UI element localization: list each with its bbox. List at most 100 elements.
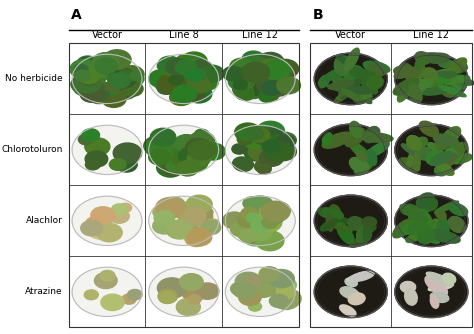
Circle shape bbox=[259, 56, 283, 72]
Circle shape bbox=[314, 266, 387, 318]
Circle shape bbox=[231, 282, 249, 295]
Circle shape bbox=[246, 127, 264, 140]
Ellipse shape bbox=[399, 158, 420, 171]
Ellipse shape bbox=[424, 69, 452, 81]
Circle shape bbox=[105, 53, 124, 66]
Circle shape bbox=[72, 54, 142, 104]
Circle shape bbox=[239, 229, 257, 242]
Ellipse shape bbox=[401, 144, 427, 160]
Ellipse shape bbox=[338, 86, 372, 94]
Circle shape bbox=[248, 224, 272, 241]
Circle shape bbox=[122, 294, 136, 304]
Circle shape bbox=[172, 151, 195, 167]
Circle shape bbox=[159, 292, 175, 304]
Circle shape bbox=[188, 295, 201, 304]
Ellipse shape bbox=[426, 53, 450, 63]
Ellipse shape bbox=[442, 88, 459, 97]
Ellipse shape bbox=[345, 48, 359, 71]
Circle shape bbox=[246, 129, 271, 146]
Circle shape bbox=[262, 217, 278, 228]
Ellipse shape bbox=[341, 89, 362, 101]
Ellipse shape bbox=[446, 65, 467, 74]
Circle shape bbox=[88, 88, 110, 104]
Ellipse shape bbox=[416, 193, 434, 208]
Circle shape bbox=[246, 71, 269, 88]
Circle shape bbox=[161, 142, 188, 161]
Circle shape bbox=[178, 144, 196, 157]
Circle shape bbox=[144, 136, 171, 155]
Circle shape bbox=[236, 87, 255, 100]
Circle shape bbox=[241, 63, 270, 84]
Circle shape bbox=[166, 159, 184, 172]
Ellipse shape bbox=[448, 216, 465, 232]
Ellipse shape bbox=[425, 276, 447, 296]
Circle shape bbox=[257, 212, 270, 221]
Circle shape bbox=[243, 197, 262, 210]
Circle shape bbox=[110, 80, 138, 100]
Ellipse shape bbox=[415, 55, 425, 71]
Text: No herbicide: No herbicide bbox=[5, 74, 63, 84]
Circle shape bbox=[192, 72, 207, 83]
Ellipse shape bbox=[430, 295, 439, 308]
Circle shape bbox=[256, 64, 272, 75]
Circle shape bbox=[111, 204, 127, 215]
Circle shape bbox=[249, 138, 276, 157]
Circle shape bbox=[235, 272, 261, 291]
Circle shape bbox=[265, 72, 278, 81]
Ellipse shape bbox=[340, 287, 359, 299]
Ellipse shape bbox=[442, 273, 456, 284]
Circle shape bbox=[225, 267, 295, 317]
Circle shape bbox=[157, 158, 184, 177]
Circle shape bbox=[93, 53, 118, 70]
Ellipse shape bbox=[350, 142, 369, 158]
Circle shape bbox=[157, 203, 173, 214]
Circle shape bbox=[176, 299, 201, 315]
Circle shape bbox=[264, 59, 292, 79]
Circle shape bbox=[257, 63, 271, 72]
Circle shape bbox=[257, 52, 284, 71]
Ellipse shape bbox=[428, 284, 453, 291]
Circle shape bbox=[259, 71, 286, 91]
Circle shape bbox=[189, 71, 206, 83]
Circle shape bbox=[256, 214, 276, 229]
Circle shape bbox=[235, 87, 250, 98]
Circle shape bbox=[175, 60, 197, 75]
Circle shape bbox=[265, 91, 279, 101]
Circle shape bbox=[109, 73, 130, 88]
Circle shape bbox=[241, 129, 268, 148]
Circle shape bbox=[241, 91, 254, 100]
Ellipse shape bbox=[433, 71, 456, 78]
Circle shape bbox=[228, 74, 251, 90]
Ellipse shape bbox=[415, 52, 431, 64]
Circle shape bbox=[153, 206, 171, 219]
Circle shape bbox=[124, 72, 144, 86]
Circle shape bbox=[237, 134, 253, 145]
Circle shape bbox=[266, 85, 280, 95]
Ellipse shape bbox=[320, 220, 336, 231]
Circle shape bbox=[153, 218, 176, 234]
Circle shape bbox=[233, 157, 251, 170]
Ellipse shape bbox=[326, 215, 334, 231]
Ellipse shape bbox=[337, 222, 354, 244]
Circle shape bbox=[158, 56, 181, 72]
Circle shape bbox=[182, 285, 206, 301]
Circle shape bbox=[78, 70, 100, 85]
Circle shape bbox=[196, 74, 219, 90]
Circle shape bbox=[185, 231, 207, 246]
Circle shape bbox=[266, 135, 287, 150]
Circle shape bbox=[314, 195, 387, 246]
Ellipse shape bbox=[335, 217, 349, 223]
Circle shape bbox=[267, 210, 285, 223]
Circle shape bbox=[94, 273, 117, 289]
Circle shape bbox=[186, 88, 205, 101]
Circle shape bbox=[96, 223, 122, 242]
Circle shape bbox=[178, 207, 206, 226]
Circle shape bbox=[242, 51, 264, 67]
Ellipse shape bbox=[393, 219, 413, 238]
Circle shape bbox=[257, 147, 275, 160]
Circle shape bbox=[188, 74, 202, 84]
Circle shape bbox=[157, 278, 186, 298]
Circle shape bbox=[122, 81, 143, 96]
Ellipse shape bbox=[435, 201, 458, 213]
Circle shape bbox=[161, 61, 181, 75]
